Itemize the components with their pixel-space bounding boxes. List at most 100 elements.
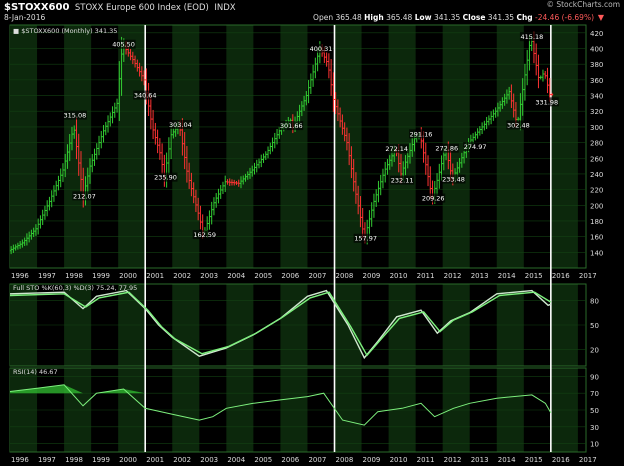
annotation-box — [279, 121, 304, 131]
annotation-box — [519, 32, 544, 42]
rsi-line — [9, 384, 552, 426]
main-legend: ■ $STOXX600 (Monthly) 341.35 — [13, 27, 117, 35]
x-tick-label: 2010 — [390, 456, 408, 464]
x-tick-label: 2011 — [417, 272, 435, 280]
low-label: Low — [414, 13, 432, 22]
symbol-name: STOXX Europe 600 Index (EOD) — [74, 3, 209, 13]
annotation-box — [168, 120, 193, 130]
x-tick-label: 2003 — [200, 272, 218, 280]
price-annotation: 232.11 — [391, 177, 414, 185]
y-tick-label: 70 — [590, 390, 599, 398]
price-annotation: 209.26 — [422, 195, 445, 203]
x-tick-label: 2014 — [498, 456, 516, 464]
year-band — [226, 25, 254, 268]
x-tick-label: 2002 — [173, 456, 191, 464]
x-tick-label: 2007 — [308, 456, 326, 464]
quote-line: Open 365.48 High 365.48 Low 341.35 Close… — [313, 13, 594, 22]
x-tick-label: 2007 — [308, 272, 326, 280]
open-value: 365.48 — [335, 13, 362, 22]
x-tick-label: 2012 — [444, 272, 462, 280]
price-annotation: 405.50 — [112, 41, 135, 49]
price-annotation: 162.59 — [193, 231, 216, 239]
y-tick-label: 50 — [590, 407, 599, 415]
x-tick-label: 2001 — [146, 272, 164, 280]
annotation-box — [62, 110, 87, 120]
year-band — [172, 25, 200, 268]
y-tick-label: 400 — [590, 46, 603, 54]
annotation-box — [506, 120, 531, 130]
y-tick-label: 160 — [590, 234, 603, 242]
x-tick-label: 2004 — [227, 456, 245, 464]
x-tick-label: 2010 — [390, 272, 408, 280]
y-tick-label: 240 — [590, 171, 603, 179]
annotation-box — [441, 174, 466, 184]
y-tick-label: 380 — [590, 61, 603, 69]
annotation-box — [390, 175, 415, 185]
symbol-ticker: $STOXX600 — [4, 2, 70, 13]
year-band — [118, 25, 146, 268]
y-tick-label: 360 — [590, 77, 603, 85]
y-tick-label: 220 — [590, 187, 603, 195]
annotation-box — [192, 230, 217, 240]
price-annotation: 233.48 — [442, 176, 465, 184]
x-tick-label: 2000 — [119, 272, 137, 280]
y-tick-label: 420 — [590, 30, 603, 38]
annotation-box — [72, 191, 97, 201]
sto-line — [9, 291, 552, 357]
price-annotation: 400.31 — [310, 45, 333, 53]
x-tick-label: 2005 — [254, 456, 272, 464]
x-tick-label: 2017 — [579, 272, 597, 280]
x-tick-label: 1997 — [38, 456, 56, 464]
x-tick-label: 2015 — [525, 272, 543, 280]
x-tick-label: 2013 — [471, 456, 489, 464]
x-tick-label: 2003 — [200, 456, 218, 464]
price-annotation: 274.97 — [464, 143, 487, 151]
watermark: © StockCharts.com — [546, 0, 620, 9]
y-tick-label: 50 — [590, 322, 599, 330]
x-tick-label: 1997 — [38, 272, 56, 280]
annotation-box — [308, 43, 333, 53]
annotation-box — [534, 97, 559, 107]
x-tick-label: 2015 — [525, 456, 543, 464]
x-tick-label: 2008 — [336, 272, 354, 280]
price-annotation: 291.16 — [410, 130, 433, 138]
y-tick-label: 140 — [590, 249, 603, 257]
low-value: 341.35 — [433, 13, 461, 22]
open-label: Open — [313, 13, 334, 22]
price-annotation: 272.86 — [435, 145, 458, 153]
annotation-box — [421, 193, 446, 203]
close-value: 341.35 — [487, 13, 515, 22]
price-annotation: 315.08 — [64, 112, 87, 120]
annotation-box — [463, 142, 488, 152]
x-tick-label: 2005 — [254, 272, 272, 280]
x-tick-label: 2016 — [552, 272, 570, 280]
price-annotation: 303.04 — [169, 121, 192, 129]
price-annotation: 415.18 — [521, 33, 544, 41]
price-annotation: 331.98 — [535, 98, 558, 106]
chart-date: 8-Jan-2016 — [4, 13, 46, 22]
symbol-exchange: INDX — [214, 3, 236, 13]
price-annotation: 272.14 — [385, 145, 408, 153]
chg-value: -24.46 (-6.69%) — [535, 13, 594, 22]
symbol-title: $STOXX600 STOXX Europe 600 Index (EOD) I… — [4, 2, 236, 13]
y-tick-label: 90 — [590, 373, 599, 381]
x-tick-label: 2006 — [281, 456, 299, 464]
y-tick-label: 200 — [590, 202, 603, 210]
x-tick-label: 1996 — [11, 272, 29, 280]
y-tick-label: 10 — [590, 441, 599, 449]
x-tick-label: 1998 — [65, 456, 83, 464]
price-annotation: 212.07 — [73, 192, 96, 200]
x-tick-label: 1999 — [92, 456, 110, 464]
y-tick-label: 320 — [590, 108, 603, 116]
x-tick-label: 2017 — [579, 456, 597, 464]
annotation-box — [133, 90, 158, 100]
x-tick-label: 2009 — [363, 456, 381, 464]
x-tick-label: 2004 — [227, 272, 245, 280]
annotation-box — [353, 233, 378, 243]
chg-label: Chg — [516, 13, 533, 22]
annotation-box — [409, 129, 434, 139]
price-annotation: 301.66 — [280, 122, 303, 130]
rsi-legend: RSI(14) 46.67 — [13, 368, 58, 376]
annotation-box — [111, 39, 136, 49]
year-band — [280, 25, 308, 268]
